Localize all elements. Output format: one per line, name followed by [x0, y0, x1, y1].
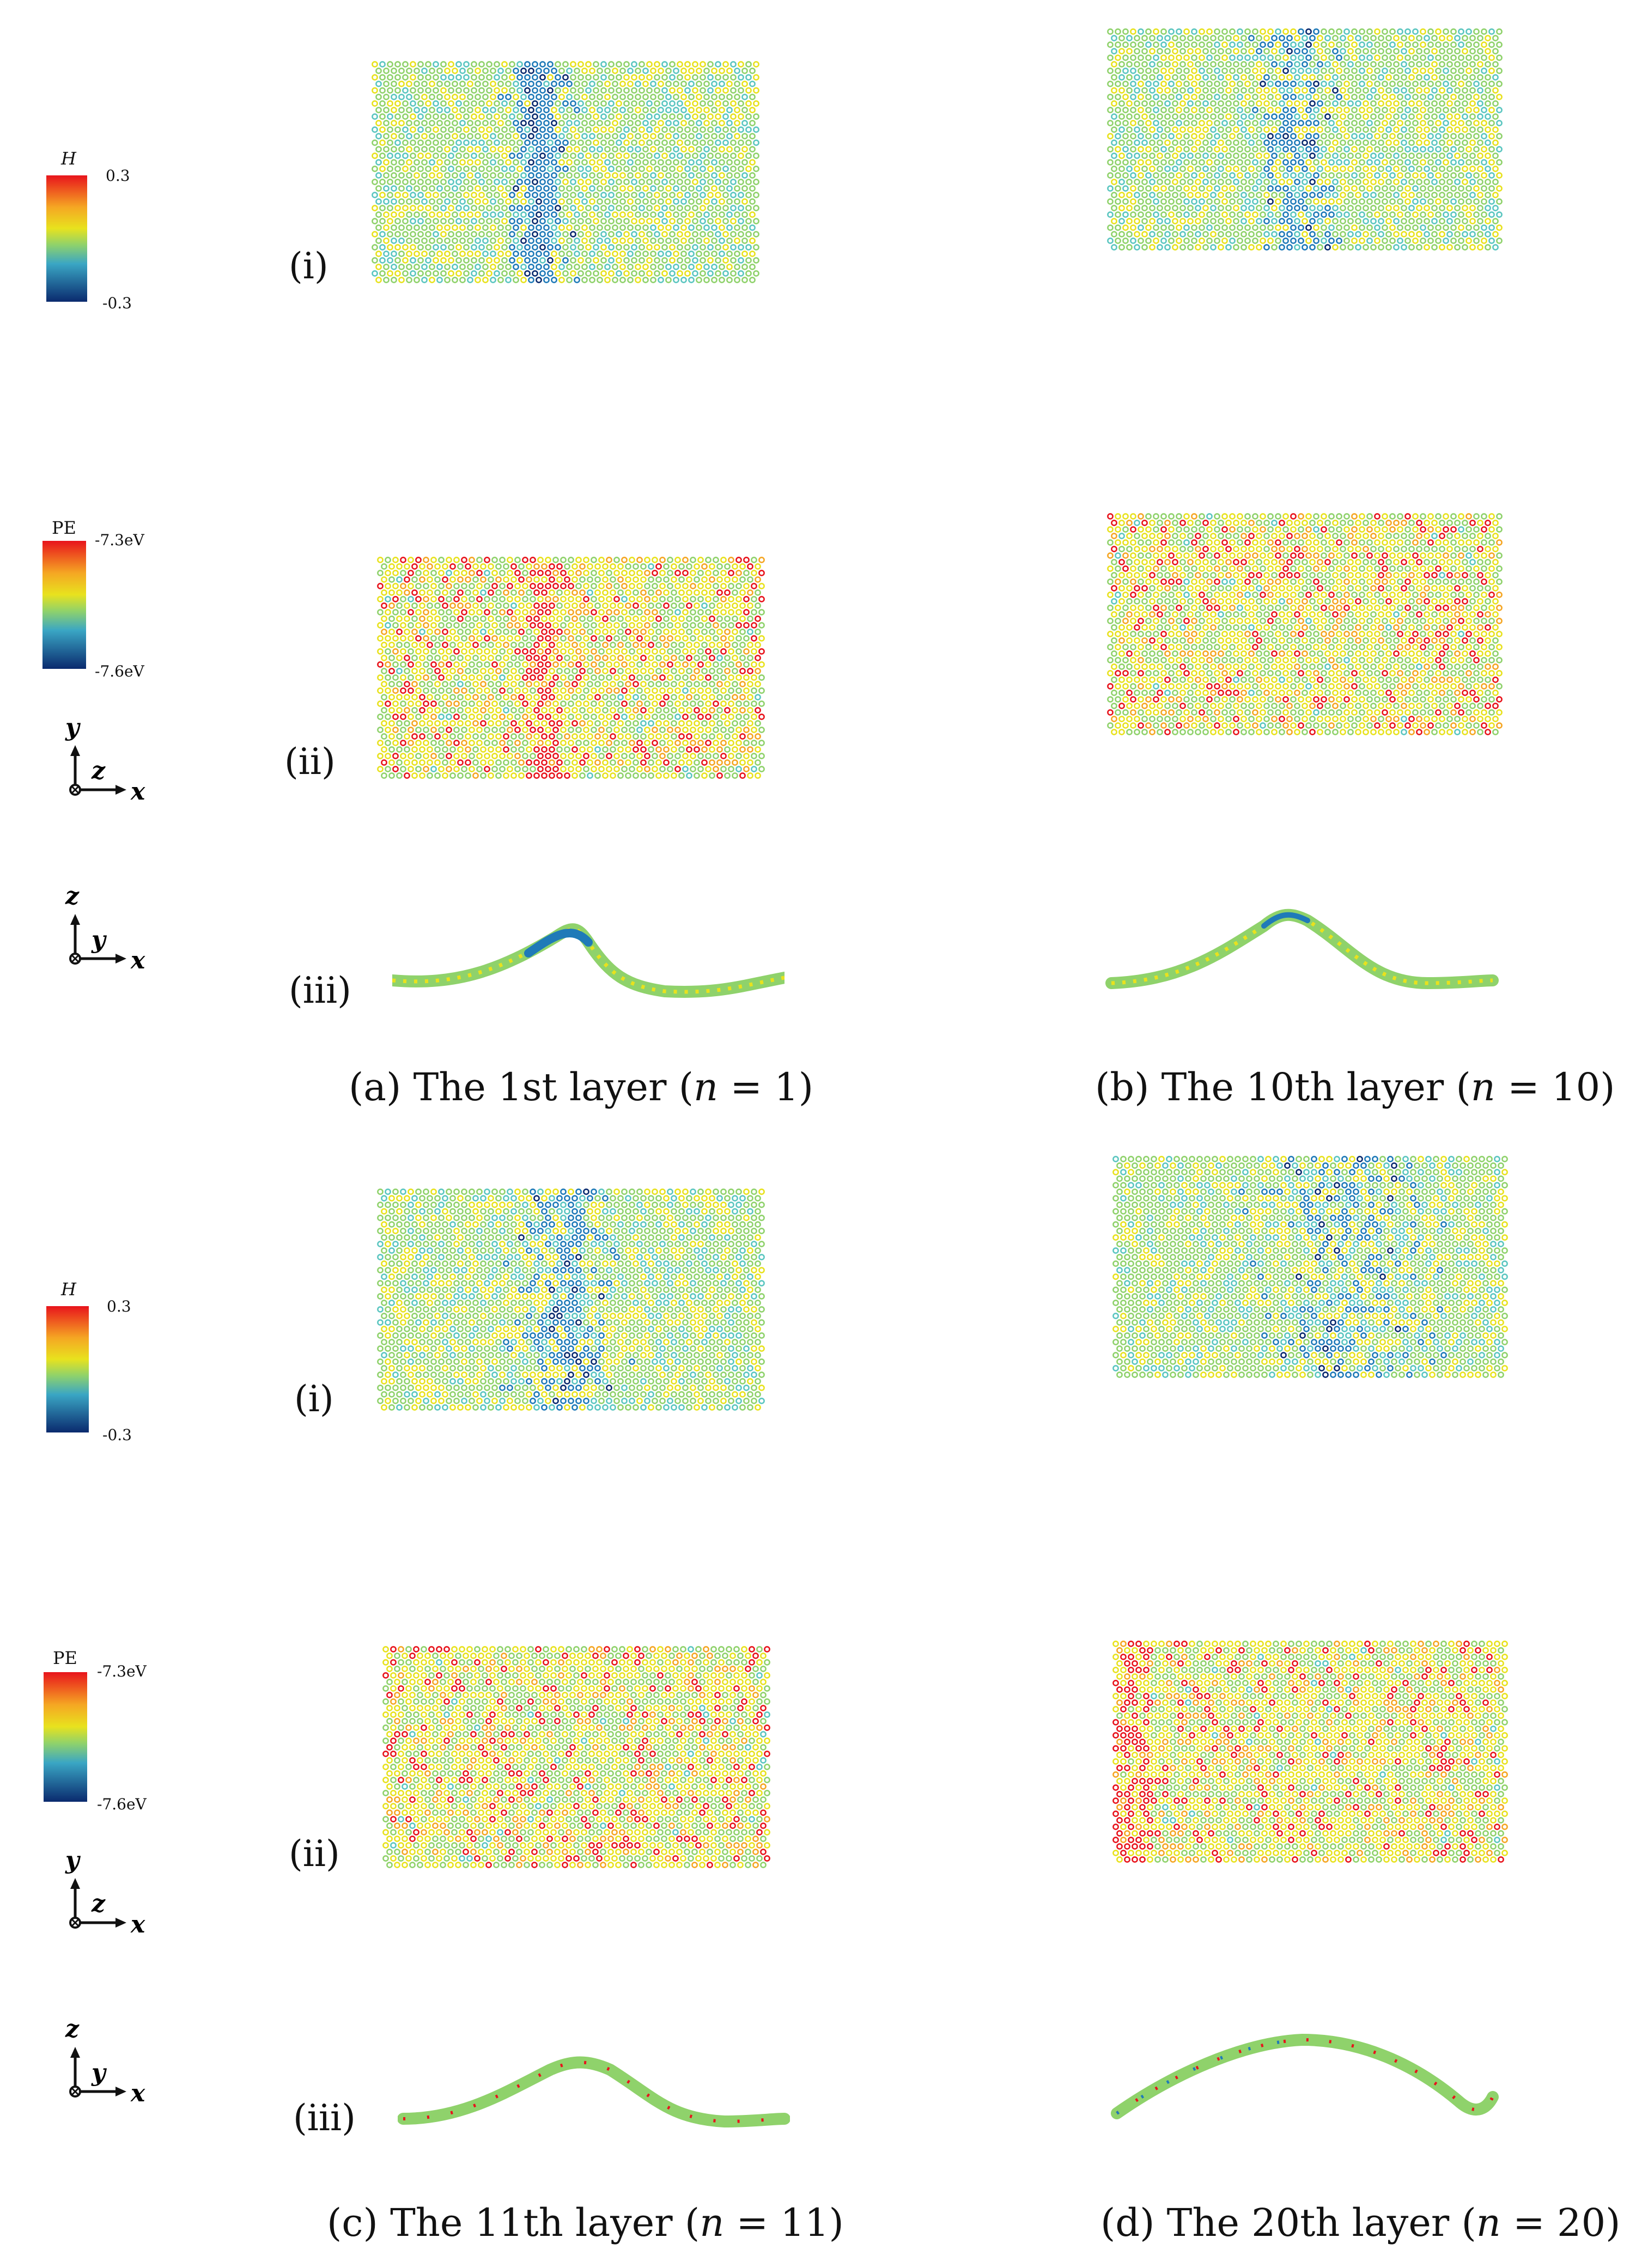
- colorbar-pe-min: -7.6eV: [95, 662, 144, 680]
- axis-indicator-xz: z y x: [65, 882, 145, 974]
- colorbar-pe-max: -7.3eV: [97, 1662, 147, 1680]
- profile-d-iii: [1111, 2033, 1499, 2119]
- colorbar-h-min: -0.3: [102, 294, 132, 312]
- axis-label-y: y: [91, 926, 107, 954]
- caption-a-suffix: = 1): [718, 1065, 814, 1109]
- caption-b: (b) The 10th layer (n = 10): [1095, 1065, 1615, 1109]
- snapshot-b-ii: [1107, 513, 1503, 735]
- axis-label-y: y: [65, 1846, 81, 1874]
- colorbar-h-max: 0.3: [106, 167, 130, 185]
- colorbar-pe-gradient: [42, 541, 86, 669]
- caption-a-var: n: [694, 1065, 719, 1109]
- caption-c-prefix: (c) The 11th layer (: [327, 2200, 700, 2245]
- snapshot-a-ii: [377, 557, 765, 779]
- profile-b-iii: [1105, 909, 1499, 990]
- axis-label-y: y: [65, 714, 81, 741]
- caption-c-var: n: [700, 2200, 725, 2245]
- axis-label-z: z: [91, 757, 106, 785]
- caption-a-prefix: (a) The 1st layer (: [349, 1065, 694, 1109]
- axis-label-z: z: [65, 2015, 80, 2043]
- colorbar-h-min: -0.3: [102, 1426, 132, 1444]
- caption-c: (c) The 11th layer (n = 11): [327, 2200, 844, 2245]
- profile-a-iii: [392, 923, 785, 998]
- snapshot-c-ii: [382, 1646, 770, 1868]
- row-label-ii: (ii): [284, 741, 336, 783]
- colorbar-pe-max: -7.3eV: [95, 531, 144, 549]
- colorbar-pe-label: PE: [52, 517, 76, 538]
- axis-label-x: x: [130, 1911, 145, 1938]
- row-label-i: (i): [294, 1378, 334, 1420]
- caption-d: (d) The 20th layer (n = 20): [1100, 2200, 1620, 2245]
- profile-c-iii: [398, 2056, 790, 2128]
- row-label-i: (i): [289, 245, 329, 287]
- row-label-ii: (ii): [289, 1833, 340, 1875]
- colorbar-h-label: H: [61, 148, 76, 169]
- axis-indicator-xy: y z x: [65, 714, 145, 806]
- axis-label-z: z: [91, 1890, 106, 1918]
- caption-b-var: n: [1470, 1065, 1495, 1109]
- caption-b-prefix: (b) The 10th layer (: [1095, 1065, 1471, 1109]
- colorbar-h-gradient: [46, 1306, 89, 1432]
- axis-label-x: x: [130, 947, 145, 974]
- axis-label-y: y: [91, 2059, 107, 2087]
- caption-d-var: n: [1476, 2200, 1501, 2245]
- caption-d-suffix: = 20): [1500, 2200, 1621, 2245]
- colorbar-pe-gradient: [44, 1672, 87, 1802]
- snapshot-d-i: [1112, 1156, 1508, 1378]
- caption-d-prefix: (d) The 20th layer (: [1100, 2200, 1476, 2245]
- row-label-iii: (iii): [293, 2097, 356, 2139]
- caption-a: (a) The 1st layer (n = 1): [349, 1065, 813, 1109]
- colorbar-h-max: 0.3: [107, 1297, 131, 1315]
- snapshot-c-i: [377, 1188, 765, 1411]
- colorbar-h-gradient: [46, 175, 87, 302]
- row-label-iii: (iii): [289, 970, 351, 1011]
- colorbar-pe-label: PE: [53, 1648, 77, 1668]
- axis-indicator-xy: y z x: [65, 1846, 145, 1938]
- axis-label-x: x: [130, 778, 145, 806]
- axis-label-z: z: [65, 882, 80, 910]
- snapshot-d-ii: [1112, 1641, 1508, 1863]
- caption-b-suffix: = 10): [1495, 1065, 1615, 1109]
- axis-label-x: x: [130, 2080, 145, 2107]
- snapshot-b-i: [1107, 28, 1503, 251]
- axis-indicator-xz: z y x: [65, 2015, 145, 2107]
- colorbar-h-label: H: [61, 1279, 76, 1300]
- caption-c-suffix: = 11): [724, 2200, 844, 2245]
- snapshot-a-i: [372, 61, 759, 283]
- colorbar-pe-min: -7.6eV: [97, 1795, 147, 1813]
